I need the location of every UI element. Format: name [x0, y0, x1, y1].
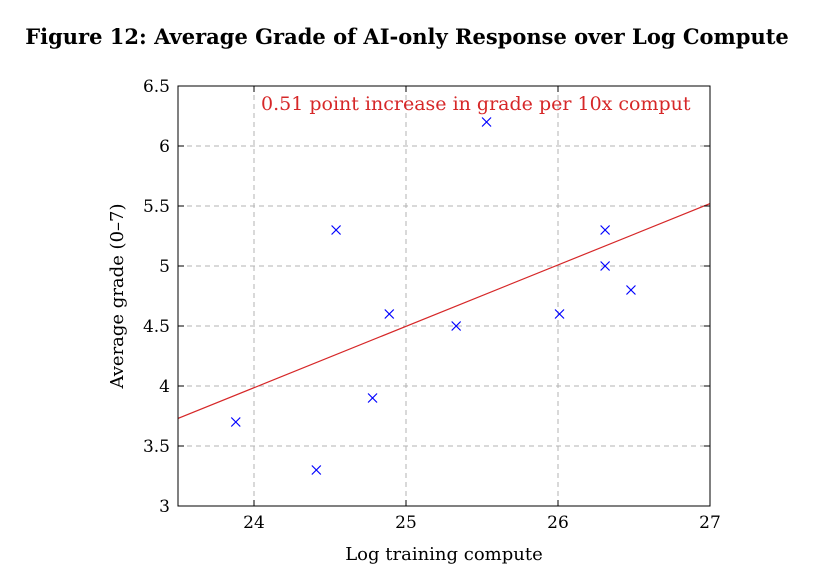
y-tick-label: 6.5: [143, 77, 170, 97]
data-point: [331, 225, 342, 235]
data-point: [626, 285, 636, 295]
y-tick-label: 5: [159, 257, 170, 277]
data-point: [230, 417, 241, 427]
data-point: [600, 225, 611, 235]
data-points: [230, 117, 636, 475]
x-tick-label: 27: [699, 513, 721, 533]
data-point: [554, 309, 565, 319]
data-point: [384, 309, 395, 319]
y-tick-label: 3: [159, 497, 170, 517]
data-point: [451, 321, 462, 331]
data-point: [311, 465, 322, 475]
grid-lines: [178, 85, 711, 507]
data-point: [481, 117, 492, 127]
y-tick-label: 6: [159, 137, 170, 157]
x-tick-label: 25: [395, 513, 417, 533]
x-tick-label: 26: [547, 513, 569, 533]
axis-ticks: 24 25 26 27 3 3.5 4 4.5 5 5.5 6 6.5: [143, 77, 721, 533]
figure-title: Figure 12: Average Grade of AI-only Resp…: [25, 24, 789, 49]
plot-frame: [177, 85, 711, 507]
data-point: [367, 393, 378, 403]
x-axis-label: Log training compute: [345, 544, 543, 565]
trend-line: [178, 203, 710, 419]
trend-layer: [178, 203, 710, 419]
trend-annotation: 0.51 point increase in grade per 10x com…: [261, 93, 691, 115]
y-tick-label: 3.5: [143, 437, 170, 457]
data-point: [600, 261, 611, 271]
y-tick-label: 4.5: [143, 317, 170, 337]
x-tick-label: 24: [243, 513, 265, 533]
y-tick-label: 4: [159, 377, 170, 397]
y-tick-label: 5.5: [143, 197, 170, 217]
y-axis-label: Average grade (0–7): [107, 203, 128, 389]
